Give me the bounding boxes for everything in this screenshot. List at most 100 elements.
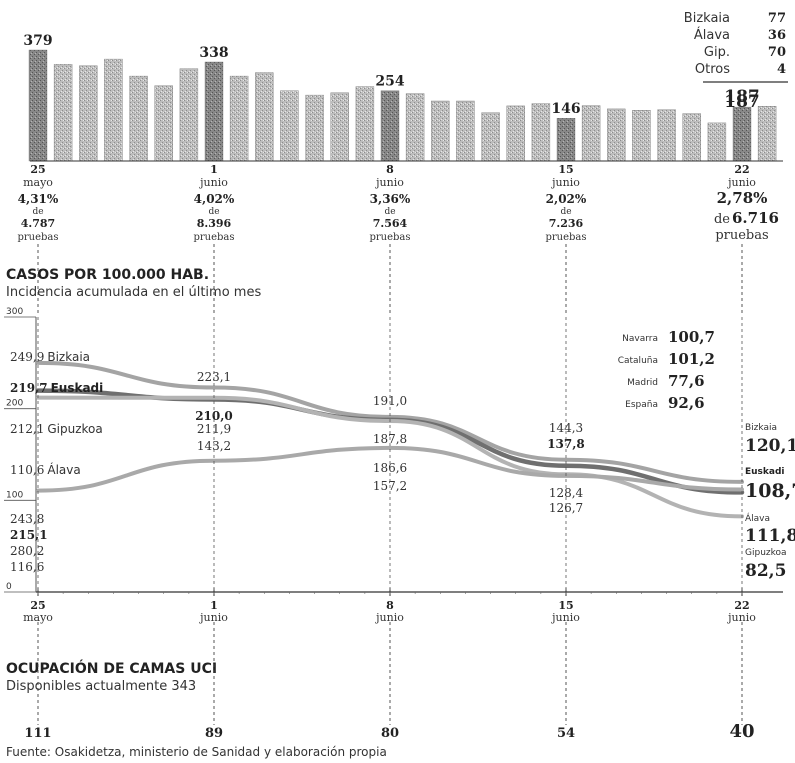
- series-end-value: 120,1: [745, 436, 795, 456]
- y-tick-label: 0: [6, 582, 12, 592]
- bar: [28, 49, 48, 162]
- tick-day: 8: [386, 163, 394, 176]
- bar: [607, 108, 626, 162]
- series-end-name: Euskadi: [745, 467, 785, 477]
- legend-name: Otros: [695, 62, 730, 77]
- bar: [129, 75, 148, 162]
- reference-value: 77,6: [668, 372, 705, 390]
- positivity-de: de: [384, 207, 395, 217]
- bar: [707, 122, 727, 162]
- uci-values: 111 89 80 54 40: [24, 721, 754, 742]
- reference-value: 92,6: [668, 394, 705, 412]
- positivity-pct: 4,02%: [194, 192, 235, 206]
- bar-value-label: 338: [199, 45, 228, 61]
- series-lower-start-label: 116,6: [10, 560, 44, 574]
- bar: [104, 58, 123, 162]
- reference-value: 101,2: [668, 350, 715, 368]
- positivity-pct: 2,78%: [717, 189, 768, 207]
- tick-day: 15: [558, 163, 573, 176]
- series-start-label: 219,7 Euskadi: [10, 381, 103, 395]
- tick-day: 22: [734, 163, 749, 176]
- tick-day: 1: [210, 163, 218, 176]
- cases-subtitle: Incidencia acumulada en el último mes: [6, 285, 261, 300]
- bar-value-label: 187: [724, 87, 760, 107]
- tick-month: mayo: [23, 176, 53, 189]
- x-tick-day: 22: [734, 599, 749, 612]
- cases-title: CASOS POR 100.000 HAB.: [6, 267, 209, 283]
- series-end-value: 111,8: [745, 526, 795, 546]
- y-tick-label: 300: [6, 307, 23, 317]
- bar: [556, 117, 576, 162]
- series-lower-start-label: 243,8: [10, 512, 44, 526]
- x-tick-month: junio: [374, 611, 404, 624]
- positivity-label: pruebas: [545, 232, 586, 243]
- series-end-value: 108,7: [745, 480, 795, 502]
- reference-name: Madrid: [627, 378, 658, 388]
- positivity-pct: 2,02%: [546, 192, 587, 206]
- positivity-de: de: [208, 207, 219, 217]
- bar: [204, 61, 224, 162]
- bar: [405, 93, 425, 162]
- legend-name: Gip.: [704, 45, 730, 60]
- bar: [506, 105, 525, 162]
- positivity-de: de: [714, 212, 730, 227]
- positivity-tests: 4.787: [21, 217, 55, 230]
- legend-value: 70: [768, 45, 786, 60]
- tick-day: 25: [30, 163, 45, 176]
- uci-title: OCUPACIÓN DE CAMAS UCI: [6, 659, 217, 677]
- bar: [255, 72, 274, 162]
- positivity-de: de: [560, 207, 571, 217]
- positivity-tests: 6.716: [732, 209, 779, 227]
- bar-value-label: 146: [551, 101, 580, 117]
- series-end-name: Álava: [745, 512, 770, 524]
- bar-value-label: 379: [23, 33, 52, 49]
- bar: [229, 75, 249, 162]
- x-tick-day: 1: [210, 599, 218, 612]
- date-guides: [37, 244, 743, 725]
- bar: [355, 86, 375, 162]
- reference-name: España: [625, 400, 658, 410]
- source-note: Fuente: Osakidetza, ministerio de Sanida…: [6, 745, 387, 759]
- positivity-label: pruebas: [369, 232, 410, 243]
- x-tick-day: 15: [558, 599, 573, 612]
- bar-date-ticks: 25mayo4,31%de4.787pruebas1junio4,02%de8.…: [17, 163, 779, 243]
- bar: [79, 65, 98, 162]
- bar: [456, 100, 475, 162]
- reference-value: 100,7: [668, 328, 715, 346]
- line-chart-labels: 249,9 Bizkaia 219,7 Euskadi 212,1 Gipuzkoa 110…: [10, 350, 795, 581]
- positivity-label: pruebas: [17, 232, 58, 243]
- positivity-label: pruebas: [715, 228, 768, 243]
- x-tick-month: mayo: [23, 611, 53, 624]
- reference-name: Cataluña: [618, 356, 658, 366]
- bar: [53, 64, 73, 162]
- uci-value: 89: [205, 726, 223, 741]
- reference-name: Navarra: [622, 334, 658, 344]
- series-start-label: 249,9 Bizkaia: [10, 350, 90, 364]
- bar: [305, 94, 324, 162]
- series-end-name: Gipuzkoa: [745, 548, 787, 558]
- positivity-tests: 7.564: [373, 217, 408, 230]
- bar: [481, 112, 500, 162]
- positivity-pct: 3,36%: [370, 192, 411, 206]
- series-line-bizkaia: [36, 360, 744, 484]
- bar: [682, 113, 701, 162]
- tick-month: junio: [374, 176, 404, 189]
- legend-total: 187: [724, 92, 760, 112]
- x-tick-month: junio: [198, 611, 228, 624]
- series-mid-label: 126,7: [549, 501, 583, 515]
- tick-month: junio: [550, 176, 580, 189]
- positivity-de: de: [32, 207, 43, 217]
- legend-value: 4: [777, 62, 786, 77]
- series-start-label: 110,6 Álava: [10, 462, 81, 477]
- positivity-label: pruebas: [193, 232, 234, 243]
- uci-value: 40: [729, 721, 754, 742]
- bar: [732, 106, 752, 162]
- bar: [179, 68, 199, 162]
- positivity-pct: 4,31%: [18, 192, 59, 206]
- bar: [581, 105, 601, 162]
- bar: [657, 109, 676, 162]
- x-tick-day: 8: [386, 599, 394, 612]
